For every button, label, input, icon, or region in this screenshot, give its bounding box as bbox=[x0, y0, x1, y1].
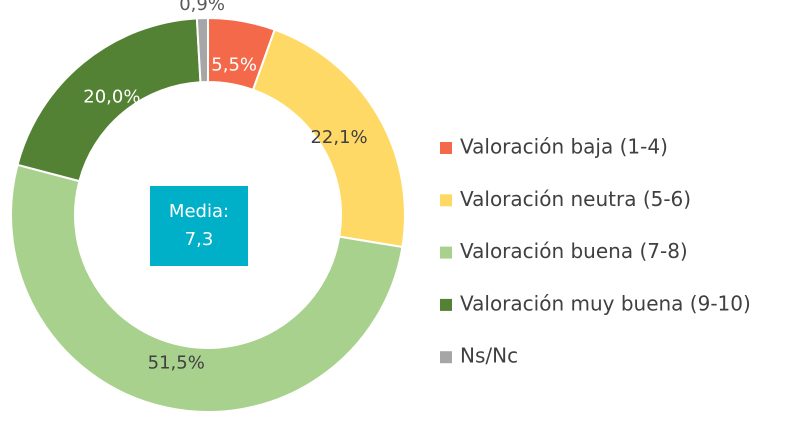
data-label: 0,9% bbox=[179, 0, 225, 15]
legend-swatch bbox=[440, 298, 452, 311]
donut-slice bbox=[195, 16, 209, 84]
legend-swatch bbox=[440, 351, 452, 364]
mean-box bbox=[150, 186, 248, 266]
legend-label: Ns/Nc bbox=[460, 344, 518, 368]
legend-label: Valoración neutra (5-6) bbox=[460, 187, 691, 211]
legend-swatch bbox=[440, 194, 452, 207]
mean-label: Media: bbox=[169, 201, 229, 222]
mean-value: 7,3 bbox=[185, 229, 214, 250]
legend-label: Valoración baja (1-4) bbox=[460, 135, 668, 159]
data-label: 22,1% bbox=[310, 127, 367, 148]
legend-swatch bbox=[440, 142, 452, 154]
legend-label: Valoración buena (7-8) bbox=[460, 239, 688, 263]
legend-swatch bbox=[440, 246, 452, 259]
data-label: 5,5% bbox=[211, 54, 257, 75]
data-label: 20,0% bbox=[83, 86, 140, 107]
data-label: 51,5% bbox=[148, 353, 205, 374]
donut-slice bbox=[10, 163, 404, 413]
legend-label: Valoración muy buena (9-10) bbox=[460, 291, 751, 315]
